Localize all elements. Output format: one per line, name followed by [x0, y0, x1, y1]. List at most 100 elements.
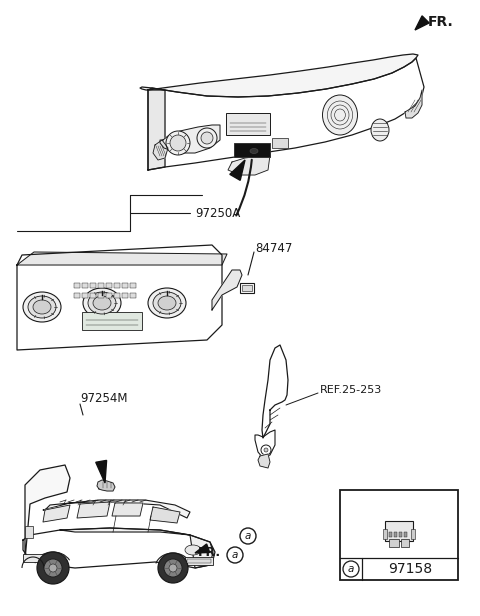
- Bar: [90, 293, 96, 298]
- Bar: [185, 557, 213, 565]
- Circle shape: [44, 559, 62, 577]
- Circle shape: [240, 528, 256, 544]
- Bar: [74, 283, 80, 288]
- Bar: [82, 283, 88, 288]
- Text: a: a: [348, 564, 354, 574]
- Bar: [106, 293, 112, 298]
- Polygon shape: [23, 528, 215, 568]
- Polygon shape: [112, 503, 143, 516]
- Bar: [98, 283, 104, 288]
- Polygon shape: [160, 125, 220, 153]
- Bar: [389, 532, 392, 537]
- Bar: [242, 285, 252, 291]
- Polygon shape: [96, 460, 107, 483]
- Polygon shape: [230, 160, 245, 180]
- Bar: [74, 293, 80, 298]
- Ellipse shape: [153, 292, 181, 314]
- Text: 97254M: 97254M: [80, 392, 128, 405]
- Bar: [383, 529, 387, 539]
- Circle shape: [164, 559, 182, 577]
- Polygon shape: [140, 54, 418, 97]
- Bar: [25, 526, 33, 538]
- Text: FR.: FR.: [428, 15, 454, 29]
- Circle shape: [169, 564, 177, 572]
- Polygon shape: [17, 245, 222, 350]
- Polygon shape: [195, 544, 210, 553]
- Circle shape: [261, 445, 271, 455]
- Circle shape: [343, 561, 359, 577]
- Polygon shape: [77, 502, 110, 518]
- Text: 84747: 84747: [255, 241, 292, 254]
- Circle shape: [201, 132, 213, 144]
- Polygon shape: [228, 155, 270, 175]
- Ellipse shape: [158, 296, 176, 310]
- Bar: [411, 529, 415, 539]
- Bar: [82, 312, 142, 330]
- Bar: [90, 283, 96, 288]
- Circle shape: [49, 564, 57, 572]
- Text: 97250A: 97250A: [195, 206, 240, 219]
- Ellipse shape: [185, 545, 201, 555]
- Circle shape: [264, 448, 268, 452]
- Bar: [106, 283, 112, 288]
- Bar: [272, 138, 288, 148]
- Bar: [114, 283, 120, 288]
- Bar: [399, 532, 402, 537]
- Circle shape: [166, 131, 190, 155]
- Polygon shape: [405, 90, 422, 118]
- Bar: [404, 532, 407, 537]
- Bar: [130, 283, 136, 288]
- Bar: [394, 532, 397, 537]
- Polygon shape: [148, 58, 424, 170]
- Polygon shape: [43, 500, 190, 518]
- Bar: [98, 293, 104, 298]
- Circle shape: [227, 547, 243, 563]
- Circle shape: [37, 552, 69, 584]
- Ellipse shape: [323, 95, 358, 135]
- Polygon shape: [17, 252, 227, 265]
- Ellipse shape: [371, 119, 389, 141]
- Bar: [130, 293, 136, 298]
- Bar: [122, 283, 128, 288]
- Bar: [226, 113, 270, 135]
- Bar: [23, 554, 45, 562]
- Ellipse shape: [33, 300, 51, 314]
- Text: REF.25-253: REF.25-253: [320, 385, 382, 395]
- Bar: [340, 490, 458, 580]
- Text: a: a: [245, 531, 251, 541]
- Polygon shape: [212, 270, 242, 310]
- Ellipse shape: [28, 296, 56, 318]
- Polygon shape: [43, 505, 70, 522]
- Polygon shape: [255, 430, 275, 458]
- Bar: [114, 293, 120, 298]
- Polygon shape: [415, 16, 429, 30]
- Bar: [385, 521, 413, 541]
- Bar: [240, 283, 254, 293]
- Bar: [389, 539, 399, 547]
- Polygon shape: [262, 345, 288, 438]
- Text: FR.: FR.: [198, 546, 221, 559]
- Bar: [82, 293, 88, 298]
- Polygon shape: [150, 507, 180, 523]
- Ellipse shape: [23, 292, 61, 322]
- Ellipse shape: [88, 292, 116, 314]
- Polygon shape: [148, 90, 165, 170]
- Polygon shape: [25, 465, 70, 560]
- Polygon shape: [258, 454, 270, 468]
- Text: a: a: [232, 550, 238, 560]
- Ellipse shape: [250, 148, 258, 153]
- Ellipse shape: [148, 288, 186, 318]
- Circle shape: [158, 553, 188, 583]
- Bar: [401, 539, 409, 547]
- Ellipse shape: [93, 296, 111, 310]
- Bar: [234, 143, 270, 157]
- Ellipse shape: [83, 288, 121, 318]
- Polygon shape: [97, 480, 115, 491]
- Circle shape: [170, 135, 186, 151]
- Polygon shape: [153, 140, 168, 160]
- Bar: [187, 559, 211, 563]
- Polygon shape: [60, 528, 213, 568]
- Bar: [122, 293, 128, 298]
- Circle shape: [197, 128, 217, 148]
- Text: 97158: 97158: [388, 562, 432, 576]
